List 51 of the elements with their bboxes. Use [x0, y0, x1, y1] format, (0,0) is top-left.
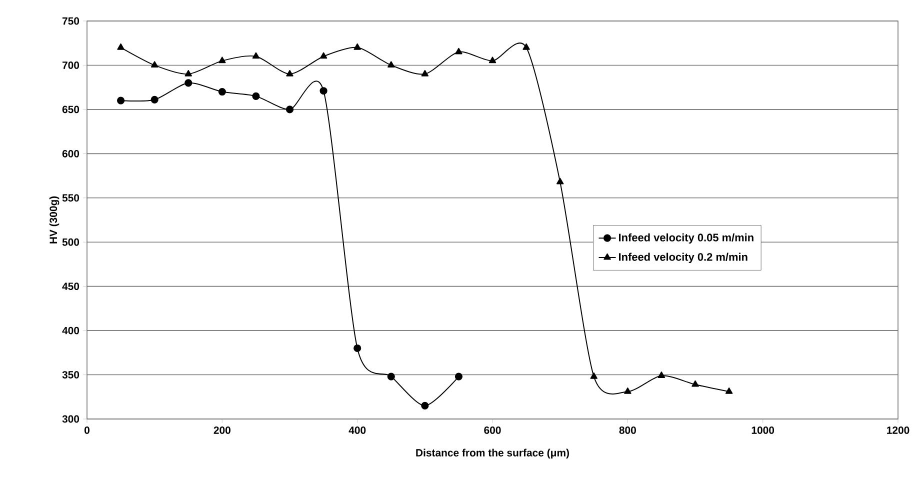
point: [387, 372, 395, 380]
point: [252, 92, 260, 100]
point: [218, 56, 226, 64]
point: [354, 43, 361, 50]
point: [320, 52, 328, 59]
point: [488, 56, 496, 64]
point: [286, 70, 294, 76]
y-tick-label: 650: [62, 106, 80, 114]
x-axis-title: Distance from the surface (μm): [416, 448, 569, 459]
x-tick-label: 200: [214, 426, 230, 434]
y-tick-label: 600: [62, 150, 80, 158]
point: [354, 344, 362, 352]
x-tick-label: 400: [348, 426, 366, 434]
x-tick-label: 1000: [752, 426, 774, 434]
x-tick-label: 0: [84, 426, 90, 434]
y-tick-label: 400: [62, 326, 80, 334]
y-tick-label: 450: [62, 282, 80, 290]
y-tick-label: 550: [62, 194, 80, 202]
point: [184, 79, 192, 87]
legend-label: Infeed velocity 0.05 m/min: [619, 233, 754, 244]
point: [117, 43, 124, 50]
x-tick-label: 600: [484, 426, 501, 434]
point: [556, 178, 564, 184]
y-tick-label: 350: [62, 371, 80, 378]
point: [692, 380, 699, 387]
point: [116, 96, 125, 104]
y-tick-label: 500: [62, 238, 80, 246]
point: [388, 61, 395, 68]
point: [421, 402, 429, 410]
x-tick-label: 1200: [887, 426, 910, 434]
y-tick-label: 300: [62, 415, 80, 423]
point: [184, 70, 192, 76]
point: [455, 48, 462, 54]
point: [454, 372, 463, 380]
point: [218, 88, 226, 96]
point: [320, 87, 328, 95]
point: [252, 52, 260, 59]
point: [658, 372, 666, 378]
y-tick-label: 700: [62, 62, 80, 69]
point: [522, 43, 530, 50]
point: [421, 70, 429, 76]
y-axis-title: HV (300g): [49, 196, 60, 244]
point: [150, 96, 158, 104]
x-tick-label: 800: [619, 426, 636, 434]
legend-label: Infeed velocity 0.2 m/min: [619, 252, 748, 263]
point: [624, 387, 632, 394]
point: [590, 372, 598, 379]
point: [725, 387, 733, 394]
point: [286, 106, 294, 114]
y-tick-label: 750: [62, 17, 80, 25]
point: [150, 61, 158, 68]
